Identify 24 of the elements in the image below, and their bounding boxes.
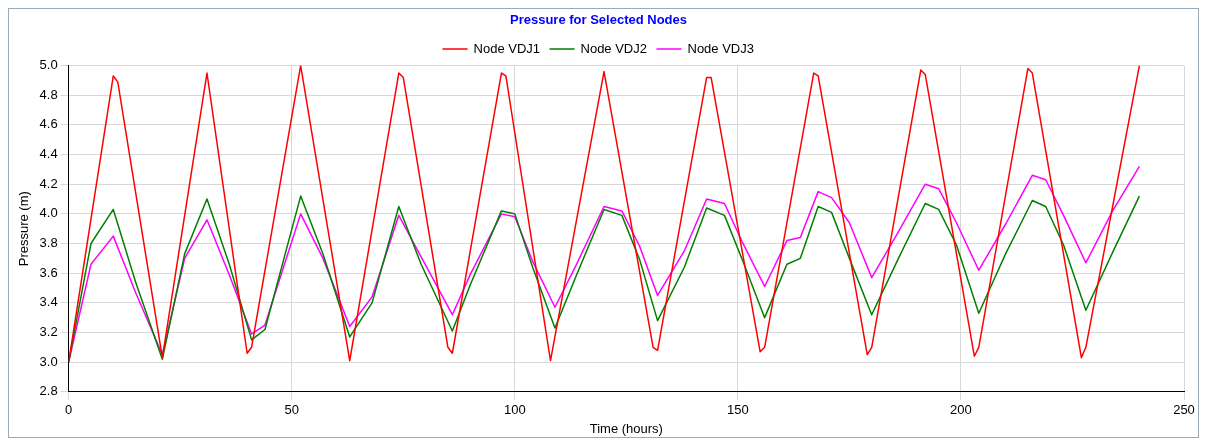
- y-tick-label: 3.4: [39, 294, 58, 310]
- legend-label: Node VDJ1: [473, 40, 541, 56]
- y-tick-label: 2.8: [39, 383, 58, 399]
- y-axis-title: Pressure (m): [16, 191, 32, 267]
- y-tick-label: 4.6: [39, 116, 58, 132]
- y-tick-label: 4.0: [39, 205, 58, 221]
- x-tick-label: 250: [1173, 402, 1195, 418]
- x-tick-label: 0: [65, 402, 73, 418]
- x-tick-label: 100: [503, 402, 526, 418]
- y-tick-label: 4.8: [39, 86, 58, 102]
- y-tick-label: 5.0: [39, 57, 58, 73]
- y-tick-label: 4.4: [39, 146, 58, 162]
- y-tick-label: 3.0: [39, 353, 58, 369]
- y-tick-label: 3.8: [39, 235, 58, 251]
- legend-label: Node VDJ2: [580, 40, 647, 56]
- y-tick-label: 3.6: [39, 264, 58, 280]
- x-axis-title: Time (hours): [589, 420, 663, 436]
- y-tick-label: 4.2: [39, 175, 58, 191]
- x-tick-label: 150: [727, 402, 749, 418]
- legend-label: Node VDJ3: [687, 40, 754, 56]
- x-tick-label: 200: [950, 402, 972, 418]
- chart-title: Pressure for Selected Nodes: [509, 12, 688, 28]
- x-tick-label: 50: [284, 402, 299, 418]
- y-tick-label: 3.2: [39, 324, 58, 340]
